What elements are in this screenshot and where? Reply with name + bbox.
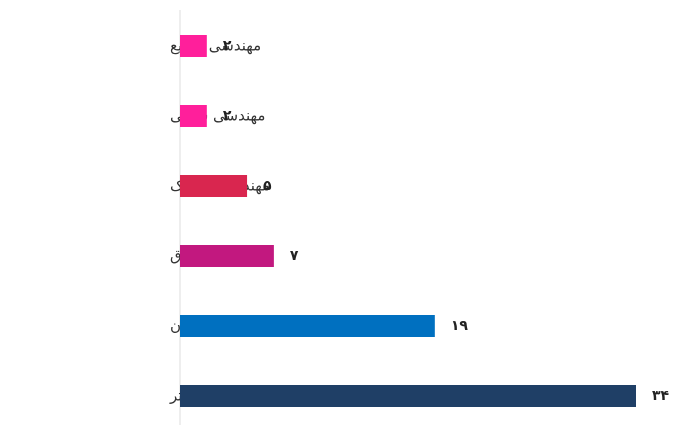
value-label: ۲ <box>223 108 232 124</box>
value-label: ۱۹ <box>451 318 469 334</box>
value-label: ۵ <box>263 178 272 194</box>
value-label: ۲ <box>223 38 232 54</box>
value-label: ۷ <box>290 248 299 264</box>
bar <box>180 105 207 127</box>
bar <box>180 315 435 337</box>
bar <box>180 385 636 407</box>
bar <box>180 175 248 197</box>
bar <box>180 35 207 57</box>
value-label: ۳۴ <box>652 388 670 404</box>
bar <box>180 245 274 267</box>
